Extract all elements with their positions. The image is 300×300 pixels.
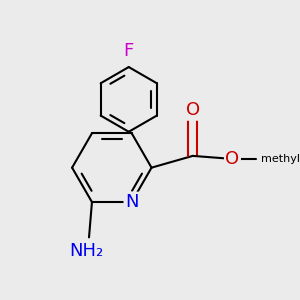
Text: methyl: methyl [261,154,300,164]
Text: N: N [125,193,138,211]
Text: O: O [225,150,239,168]
Text: O: O [186,101,200,119]
Text: NH₂: NH₂ [69,242,103,260]
Text: F: F [124,42,134,60]
